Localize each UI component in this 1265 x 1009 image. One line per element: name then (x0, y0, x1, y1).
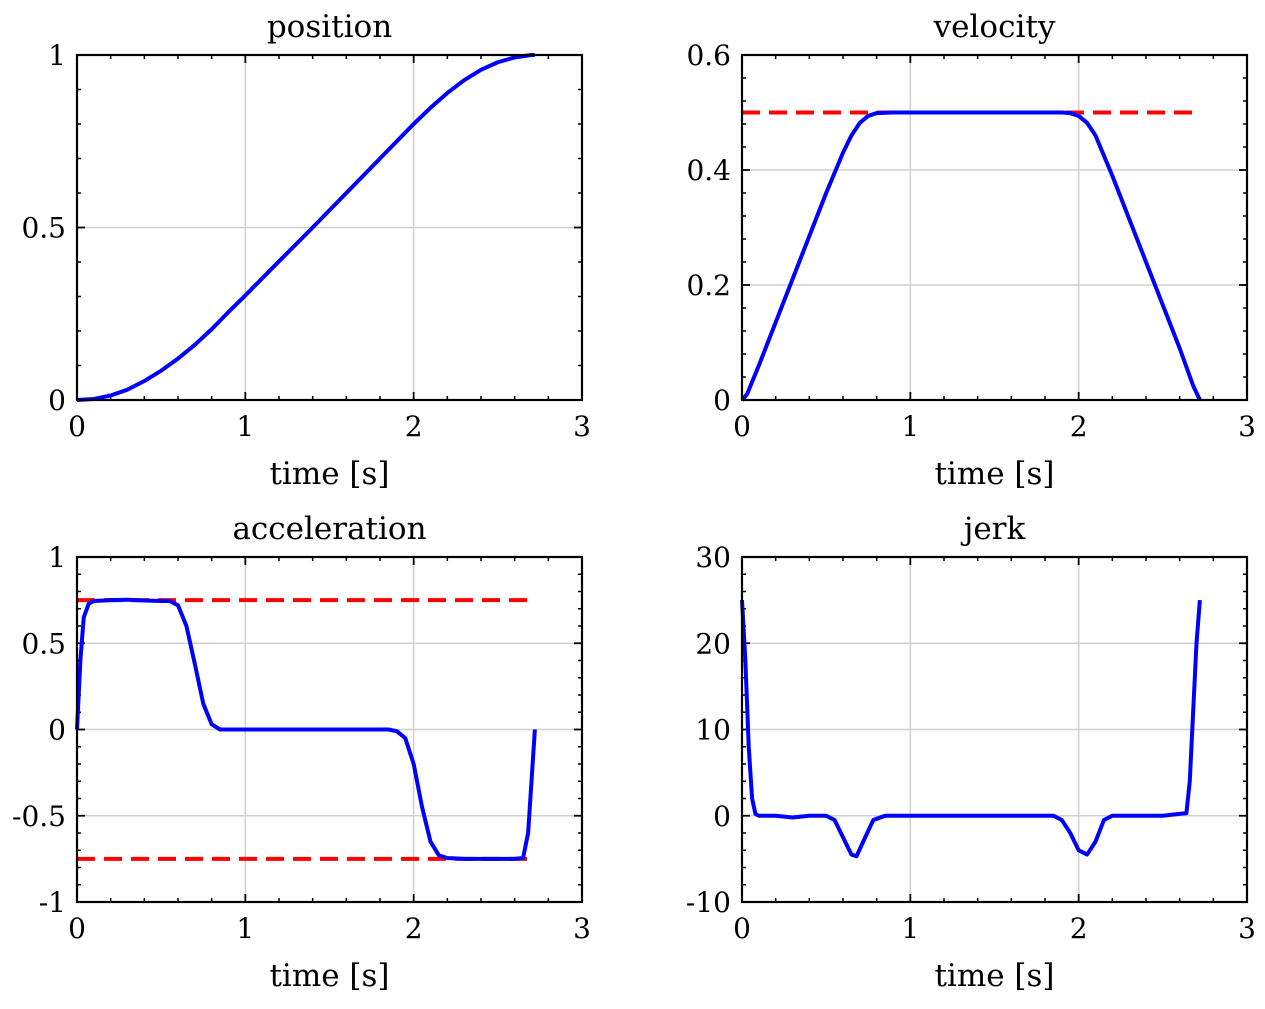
y-tick-label: 1 (48, 39, 66, 72)
series-line-velocity (740, 110, 1202, 402)
series-line-acceleration (75, 597, 537, 861)
y-tick-label: 0.5 (21, 627, 66, 660)
chart-title: jerk (961, 511, 1026, 547)
x-tick-label: 1 (901, 410, 919, 443)
y-tick-label: -0.5 (12, 800, 66, 833)
x-tick-label: 1 (901, 912, 919, 945)
y-tick-label: 0.4 (686, 154, 731, 187)
plot-area (742, 55, 1247, 400)
series-line-jerk (740, 599, 1202, 859)
subplot-position: 0 1 2 3 0 0.5 1 position time [s] (21, 9, 590, 492)
x-tick-label: 2 (405, 410, 423, 443)
x-tick-label: 3 (573, 410, 591, 443)
chart-title: velocity (933, 9, 1056, 45)
y-tick-label: 20 (695, 627, 731, 660)
series-line-position (76, 53, 535, 402)
y-tick-label: -10 (686, 886, 731, 919)
y-tick-label: 0 (713, 384, 731, 417)
x-axis-label: time [s] (934, 958, 1054, 994)
x-tick-label: 0 (733, 410, 751, 443)
y-tick-label: 0.5 (21, 212, 66, 245)
y-tick-label: 30 (695, 541, 731, 574)
axes-frame (740, 53, 1249, 402)
axes-frame (75, 53, 584, 402)
x-tick-label: 0 (68, 410, 86, 443)
x-tick-label: 0 (733, 912, 751, 945)
y-tick-label: 1 (48, 541, 66, 574)
subplot-acceleration: 0 1 2 3 -1 -0.5 0 0.5 1 acceleration time [s] (12, 511, 591, 994)
x-axis-label: time [s] (934, 456, 1054, 492)
x-tick-label: 2 (1070, 410, 1088, 443)
axes-frame (740, 555, 1249, 904)
x-tick-label: 3 (1238, 410, 1256, 443)
subplot-velocity: 0 1 2 3 0 0.2 0.4 0.6 velocity time [s] (686, 9, 1255, 492)
chart-title: acceleration (232, 511, 426, 547)
x-axis-label: time [s] (269, 958, 389, 994)
y-tick-label: 0.2 (686, 269, 731, 302)
x-axis-label: time [s] (269, 456, 389, 492)
x-tick-label: 0 (68, 912, 86, 945)
x-tick-label: 3 (573, 912, 591, 945)
x-tick-label: 2 (405, 912, 423, 945)
x-tick-label: 3 (1238, 912, 1256, 945)
y-tick-label: 0.6 (686, 39, 731, 72)
x-tick-label: 2 (1070, 912, 1088, 945)
y-tick-label: 0 (48, 714, 66, 747)
y-tick-label: 0 (48, 384, 66, 417)
y-tick-label: -1 (39, 886, 66, 919)
x-tick-label: 1 (236, 912, 254, 945)
axes-frame (75, 555, 584, 904)
x-tick-label: 1 (236, 410, 254, 443)
chart-title: position (267, 9, 392, 45)
y-tick-label: 10 (695, 714, 731, 747)
y-tick-label: 0 (713, 800, 731, 833)
